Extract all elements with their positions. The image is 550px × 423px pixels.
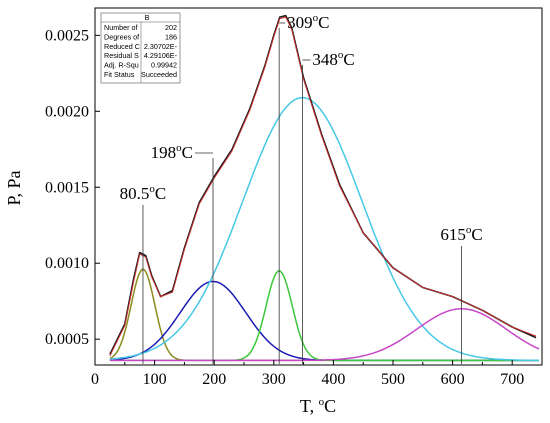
x-axis-title: T, oC: [300, 396, 336, 416]
fit-row-label: Residual S: [104, 51, 139, 60]
fit-row-value: 202: [165, 23, 177, 32]
x-tick-label: 500: [381, 371, 405, 388]
fit-row-value: Succeeded: [141, 70, 177, 79]
peak-label-0: 80.5oC: [120, 183, 167, 203]
plot-frame: [94, 7, 543, 366]
fit-row-label: Fit Status: [104, 70, 135, 79]
fit-row-label: Adj. R-Squ: [104, 61, 139, 70]
x-tick-label: 100: [143, 371, 167, 388]
fit-row-label: Reduced C: [104, 42, 140, 51]
y-tick-label: 0.0020: [45, 103, 89, 120]
x-tick-label: 300: [262, 371, 286, 388]
x-axis: 0 100 200 300 400 500 600 700: [91, 360, 524, 388]
y-axis: 0.0005 0.0010 0.0015 0.0020 0.0025: [45, 27, 100, 348]
fit-row-label: Degrees of: [104, 32, 139, 41]
x-tick-label: 400: [321, 371, 345, 388]
peak-curve-1: [109, 280, 539, 362]
fit-curve: [109, 16, 537, 357]
fit-row-value: 186: [165, 32, 177, 41]
fit-table-header: B: [145, 13, 150, 22]
fit-row-value: 2.30702E-: [144, 42, 178, 51]
peak-curve-4: [109, 308, 540, 362]
fit-row-label: Number of: [104, 23, 138, 32]
peak-label-4: 615oC: [440, 224, 482, 244]
curves: [109, 14, 540, 362]
peak-curve-3: [109, 96, 539, 362]
peak-label-3: 348oC: [312, 49, 354, 69]
y-axis-title: P, Pa: [4, 170, 24, 205]
peak-markers: 80.5oC 198oC 309oC 348oC 615oC: [120, 12, 483, 364]
peak-label-2: 309oC: [287, 12, 329, 32]
fit-table-rows: Number of 202 Degrees of 186 Reduced C 2.3070…: [104, 23, 178, 79]
x-tick-label: 600: [441, 371, 465, 388]
x-tick-label: 700: [500, 371, 524, 388]
y-tick-label: 0.0015: [45, 179, 89, 196]
y-tick-label: 0.0010: [45, 255, 89, 272]
y-tick-label: 0.0005: [45, 331, 89, 348]
x-tick-label: 0: [91, 371, 99, 388]
y-tick-label: 0.0025: [45, 27, 89, 44]
fit-row-value: 4.29106E-: [144, 51, 178, 60]
fit-statistics-table: B Number of 202 Degrees of 186 Reduced C 2.30…: [100, 12, 181, 84]
fit-row-value: 0.99942: [151, 61, 177, 70]
x-tick-label: 200: [202, 371, 226, 388]
peak-label-1: 198oC: [151, 142, 193, 162]
